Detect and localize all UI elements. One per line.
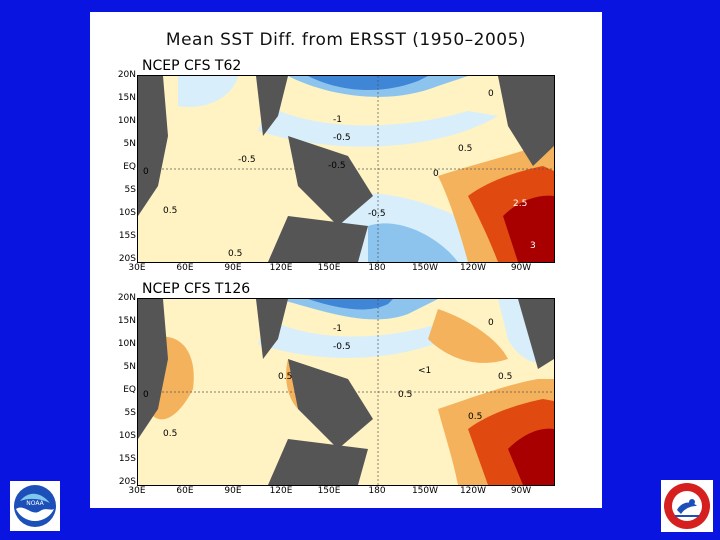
x-tick: 150W [411, 486, 439, 496]
y-tick: 5S [124, 185, 136, 195]
contour-label: 0.5 [228, 249, 242, 259]
contour-label: -0.5 [333, 342, 351, 352]
y-tick: 20N [117, 293, 136, 303]
y-tick: 10S [118, 431, 136, 441]
y-tick: 5S [124, 408, 136, 418]
contour-label: 0 [488, 89, 494, 99]
contour-label: 0 [488, 318, 494, 328]
contour-label: 0.5 [163, 429, 177, 439]
y-tick: 20S [118, 254, 136, 264]
x-tick: 150E [317, 263, 341, 273]
contour-label: -1 [333, 324, 342, 334]
y-tick: 15N [117, 316, 136, 326]
contour-label: 0.5 [278, 372, 292, 382]
x-tick: 60E [176, 263, 194, 273]
noaa-logo-icon: NOAA [10, 481, 60, 531]
x-tick: 120E [269, 486, 293, 496]
map-label-t126: NCEP CFS T126 [142, 281, 251, 297]
y-tick: 10S [118, 208, 136, 218]
contour-label: 0 [143, 167, 149, 177]
contour-label: 0.5 [468, 412, 482, 422]
contour-label: <1 [418, 366, 431, 376]
contour-label: 0 [433, 169, 439, 179]
x-tick: 120E [269, 263, 293, 273]
x-tick: 90W [510, 263, 532, 273]
y-tick: 15N [117, 93, 136, 103]
y-tick: 15S [118, 454, 136, 464]
contour-label: 0.5 [498, 372, 512, 382]
x-tick: 90E [224, 263, 242, 273]
x-tick: 90W [510, 486, 532, 496]
contour-label: -0.5 [333, 133, 351, 143]
contour-label: 0.5 [163, 206, 177, 216]
x-tick: 120W [459, 486, 487, 496]
y-tick: EQ [123, 162, 136, 172]
x-tick: 180 [368, 263, 386, 273]
contour-label: -0.5 [328, 161, 346, 171]
contour-label: 0.5 [458, 144, 472, 154]
map-label-t62: NCEP CFS T62 [142, 58, 242, 74]
y-tick: 5N [123, 139, 136, 149]
contour-label: 0 [143, 390, 149, 400]
y-tick: 5N [123, 362, 136, 372]
contour-label: -0.5 [368, 209, 386, 219]
x-tick: 180 [368, 486, 386, 496]
y-tick: EQ [123, 385, 136, 395]
y-tick: 20N [117, 70, 136, 80]
sst-map-t62: 0 -1 -0.5 -0.5 -0.5 0.5 -0.5 0.5 0 0.5 2… [137, 75, 555, 263]
sst-map-t62-graphic: 0 -1 -0.5 -0.5 -0.5 0.5 -0.5 0.5 0 0.5 2… [138, 76, 554, 262]
nws-logo-icon [661, 480, 713, 532]
contour-label: 2.5 [513, 199, 527, 209]
x-tick: 120W [459, 263, 487, 273]
y-tick: 15S [118, 231, 136, 241]
contour-label: -0.5 [238, 155, 256, 165]
x-tick: 30E [128, 486, 146, 496]
y-tick: 10N [117, 339, 136, 349]
x-tick: 60E [176, 486, 194, 496]
x-tick: 150W [411, 263, 439, 273]
slide-title: Mean SST Diff. from ERSST (1950–2005) [165, 30, 527, 50]
x-tick: 150E [317, 486, 341, 496]
contour-label: 3 [530, 241, 536, 251]
y-tick: 10N [117, 116, 136, 126]
slide-panel: Mean SST Diff. from ERSST (1950–2005) NC… [90, 12, 602, 508]
x-tick: 30E [128, 263, 146, 273]
contour-label: -1 [333, 115, 342, 125]
svg-text:NOAA: NOAA [26, 500, 44, 507]
y-tick: 20S [118, 477, 136, 487]
contour-label: 0.5 [398, 390, 412, 400]
sst-map-t126: -1 -0.5 0 0.5 0.5 0 <1 0.5 0.5 0.5 [137, 298, 555, 486]
x-tick: 90E [224, 486, 242, 496]
sst-map-t126-graphic: -1 -0.5 0 0.5 0.5 0 <1 0.5 0.5 0.5 [138, 299, 554, 485]
